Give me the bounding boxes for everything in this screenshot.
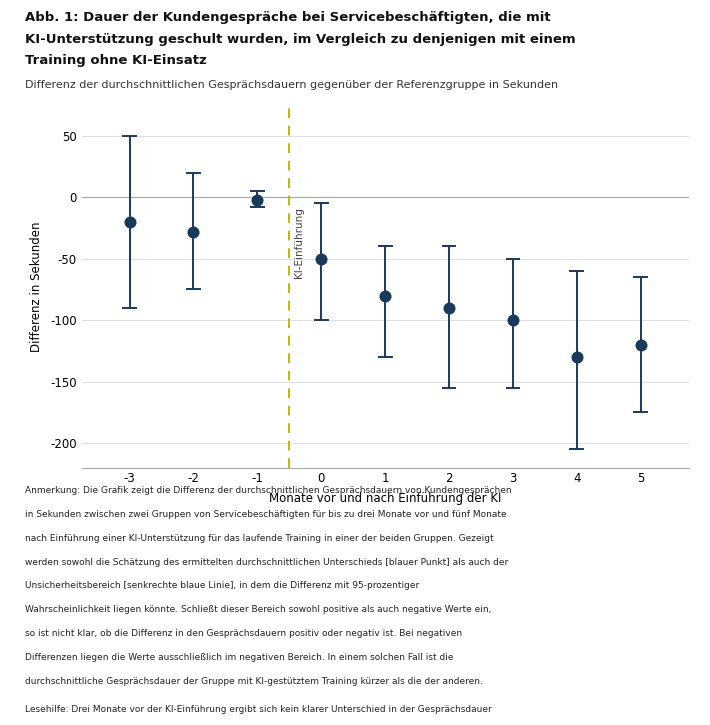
Point xyxy=(443,302,454,314)
Text: Unsicherheitsbereich [senkrechte blaue Linie], in dem die Differenz mit 95-proze: Unsicherheitsbereich [senkrechte blaue L… xyxy=(25,581,419,590)
Text: Differenz der durchschnittlichen Gesprächsdauern gegenüber der Referenzgruppe in: Differenz der durchschnittlichen Gespräc… xyxy=(25,80,558,90)
Text: Abb. 1: Dauer der Kundengespräche bei Servicebeschäftigten, die mit: Abb. 1: Dauer der Kundengespräche bei Se… xyxy=(25,11,550,24)
Y-axis label: Differenz in Sekunden: Differenz in Sekunden xyxy=(31,221,43,352)
Text: Wahrscheinlichkeit liegen könnte. Schließt dieser Bereich sowohl positive als au: Wahrscheinlichkeit liegen könnte. Schlie… xyxy=(25,605,491,614)
Text: durchschnittliche Gesprächsdauer der Gruppe mit KI-gestütztem Training kürzer al: durchschnittliche Gesprächsdauer der Gru… xyxy=(25,677,483,686)
Text: in Sekunden zwischen zwei Gruppen von Servicebeschäftigten für bis zu drei Monat: in Sekunden zwischen zwei Gruppen von Se… xyxy=(25,510,506,518)
Text: so ist nicht klar, ob die Differenz in den Gesprächsdauern positiv oder negativ : so ist nicht klar, ob die Differenz in d… xyxy=(25,629,462,638)
Point xyxy=(187,226,199,238)
Text: Anmerkung: Die Grafik zeigt die Differenz der durchschnittlichen Gesprächsdauern: Anmerkung: Die Grafik zeigt die Differen… xyxy=(25,486,511,494)
Text: Training ohne KI-Einsatz: Training ohne KI-Einsatz xyxy=(25,54,207,67)
Text: werden sowohl die Schätzung des ermittelten durchschnittlichen Unterschieds [bla: werden sowohl die Schätzung des ermittel… xyxy=(25,558,508,566)
Text: KI-Einführung: KI-Einführung xyxy=(294,207,304,278)
Point xyxy=(571,351,582,362)
Point xyxy=(124,216,135,228)
Point xyxy=(635,339,646,351)
X-axis label: Monate vor und nach Einführung der KI: Monate vor und nach Einführung der KI xyxy=(269,492,501,505)
Text: Differenzen liegen die Werte ausschließlich im negativen Bereich. In einem solch: Differenzen liegen die Werte ausschließl… xyxy=(25,653,454,662)
Point xyxy=(315,253,327,265)
Text: Lesehilfe: Drei Monate vor der KI-Einführung ergibt sich kein klarer Unterschied: Lesehilfe: Drei Monate vor der KI-Einfüh… xyxy=(25,705,491,713)
Text: KI-Unterstützung geschult wurden, im Vergleich zu denjenigen mit einem: KI-Unterstützung geschult wurden, im Ver… xyxy=(25,33,576,46)
Point xyxy=(507,315,518,326)
Text: nach Einführung einer KI-Unterstützung für das laufende Training in einer der be: nach Einführung einer KI-Unterstützung f… xyxy=(25,534,493,542)
Point xyxy=(252,194,263,206)
Point xyxy=(379,290,391,302)
